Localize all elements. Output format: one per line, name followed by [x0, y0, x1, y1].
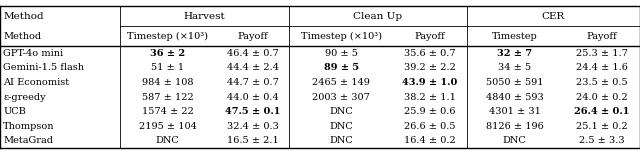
Text: ε-greedy: ε-greedy — [3, 93, 46, 101]
Text: 90 ± 5: 90 ± 5 — [324, 49, 358, 58]
Text: Thompson: Thompson — [3, 122, 54, 131]
Text: 16.5 ± 2.1: 16.5 ± 2.1 — [227, 136, 278, 145]
Text: 35.6 ± 0.7: 35.6 ± 0.7 — [404, 49, 456, 58]
Text: Payoff: Payoff — [237, 32, 268, 41]
Text: Timestep (×10³): Timestep (×10³) — [301, 32, 381, 41]
Text: DNC: DNC — [330, 107, 353, 116]
Text: Clean Up: Clean Up — [353, 12, 403, 21]
Text: Gemini-1.5 flash: Gemini-1.5 flash — [3, 63, 84, 73]
Text: Timestep: Timestep — [492, 32, 538, 41]
Text: Timestep (×10³): Timestep (×10³) — [127, 32, 208, 41]
Text: 32 ± 7: 32 ± 7 — [497, 49, 532, 58]
Text: 34 ± 5: 34 ± 5 — [498, 63, 531, 73]
Text: 46.4 ± 0.7: 46.4 ± 0.7 — [227, 49, 278, 58]
Text: 2003 ± 307: 2003 ± 307 — [312, 93, 370, 101]
Text: Payoff: Payoff — [586, 32, 617, 41]
Text: DNC: DNC — [330, 122, 353, 131]
Text: Harvest: Harvest — [184, 12, 225, 21]
Text: 44.4 ± 2.4: 44.4 ± 2.4 — [227, 63, 278, 73]
Text: 2195 ± 104: 2195 ± 104 — [139, 122, 196, 131]
Text: DNC: DNC — [330, 136, 353, 145]
Text: 38.2 ± 1.1: 38.2 ± 1.1 — [404, 93, 456, 101]
Text: 44.0 ± 0.4: 44.0 ± 0.4 — [227, 93, 278, 101]
Text: CER: CER — [541, 12, 565, 21]
Text: 2465 ± 149: 2465 ± 149 — [312, 78, 370, 87]
Text: 25.1 ± 0.2: 25.1 ± 0.2 — [575, 122, 627, 131]
Text: 16.4 ± 0.2: 16.4 ± 0.2 — [404, 136, 456, 145]
Text: 587 ± 122: 587 ± 122 — [142, 93, 193, 101]
Text: 25.3 ± 1.7: 25.3 ± 1.7 — [575, 49, 627, 58]
Text: 32.4 ± 0.3: 32.4 ± 0.3 — [227, 122, 278, 131]
Text: 26.6 ± 0.5: 26.6 ± 0.5 — [404, 122, 456, 131]
Text: MetaGrad: MetaGrad — [3, 136, 53, 145]
Text: 8126 ± 196: 8126 ± 196 — [486, 122, 543, 131]
Text: 39.2 ± 2.2: 39.2 ± 2.2 — [404, 63, 456, 73]
Text: UCB: UCB — [3, 107, 26, 116]
Text: 36 ± 2: 36 ± 2 — [150, 49, 185, 58]
Text: 4301 ± 31: 4301 ± 31 — [489, 107, 541, 116]
Text: DNC: DNC — [156, 136, 180, 145]
Text: DNC: DNC — [503, 136, 527, 145]
Text: 1574 ± 22: 1574 ± 22 — [142, 107, 194, 116]
Text: 89 ± 5: 89 ± 5 — [324, 63, 359, 73]
Text: 51 ± 1: 51 ± 1 — [151, 63, 184, 73]
Text: AI Economist: AI Economist — [3, 78, 69, 87]
Text: GPT-4o mini: GPT-4o mini — [3, 49, 63, 58]
Text: 4840 ± 593: 4840 ± 593 — [486, 93, 543, 101]
Text: 24.4 ± 1.6: 24.4 ± 1.6 — [575, 63, 627, 73]
Text: 44.7 ± 0.7: 44.7 ± 0.7 — [227, 78, 278, 87]
Text: 2.5 ± 3.3: 2.5 ± 3.3 — [579, 136, 624, 145]
Text: 43.9 ± 1.0: 43.9 ± 1.0 — [402, 78, 458, 87]
Text: 23.5 ± 0.5: 23.5 ± 0.5 — [575, 78, 627, 87]
Text: 5050 ± 591: 5050 ± 591 — [486, 78, 543, 87]
Text: 25.9 ± 0.6: 25.9 ± 0.6 — [404, 107, 456, 116]
Text: 47.5 ± 0.1: 47.5 ± 0.1 — [225, 107, 280, 116]
Text: 24.0 ± 0.2: 24.0 ± 0.2 — [575, 93, 627, 101]
Text: 984 ± 108: 984 ± 108 — [142, 78, 193, 87]
Text: Method: Method — [3, 12, 44, 21]
Text: Payoff: Payoff — [415, 32, 445, 41]
Text: 26.4 ± 0.1: 26.4 ± 0.1 — [573, 107, 629, 116]
Text: Method: Method — [3, 32, 42, 41]
